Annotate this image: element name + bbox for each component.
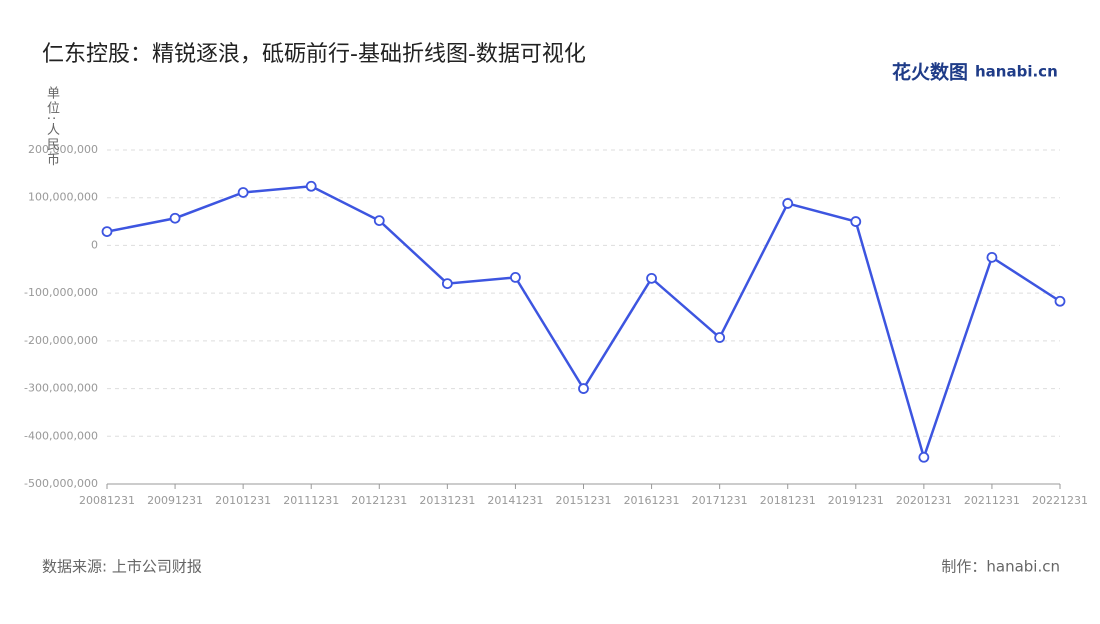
y-tick-label: -100,000,000 [24, 286, 98, 299]
source: 数据来源: 上市公司财报 [42, 558, 202, 576]
y-tick-label: 100,000,000 [28, 191, 98, 204]
point [986, 251, 998, 263]
point [850, 216, 862, 227]
point [714, 332, 726, 343]
line [106, 184, 1061, 462]
logo-sub: hanabi.cn [975, 63, 1058, 81]
point [1054, 295, 1066, 307]
point [237, 187, 249, 198]
point [578, 383, 589, 394]
point [782, 198, 794, 209]
logo: 花火数图 [892, 61, 968, 84]
chart-title: 仁东控股：精锐逐浪，砥砺前行-基础折线图-数据可视化 [42, 42, 586, 67]
point [646, 272, 657, 284]
point [441, 278, 453, 290]
x-tick-label: 20141231 [487, 494, 543, 507]
point [101, 226, 113, 237]
y-tick-label: -200,000,000 [24, 334, 98, 347]
x-tick-label: 20221231 [1032, 494, 1088, 507]
x-tick-label: 20081231 [79, 494, 135, 507]
point [373, 215, 385, 227]
x-tick-label: 20171231 [692, 494, 748, 507]
credit: 制作：hanabi.cn [941, 558, 1060, 576]
y-tick-label: 0 [91, 238, 98, 251]
x-tick-label: 20161231 [624, 494, 680, 507]
point [918, 451, 930, 463]
x-tick-label: 20111231 [283, 494, 339, 507]
point [169, 212, 181, 224]
x-tick-label: 20211231 [964, 494, 1020, 507]
y-axis-label: 单位:人民币 [44, 86, 59, 168]
x-tick-label: 20131231 [419, 494, 475, 507]
x-tick-label: 20091231 [147, 494, 203, 507]
x-tick-label: 20201231 [896, 494, 952, 507]
y-tick-label: -400,000,000 [24, 429, 98, 442]
point [510, 271, 521, 283]
point [305, 180, 317, 192]
x-tick-label: 20101231 [215, 494, 271, 507]
x-tick-label: 20181231 [760, 494, 816, 507]
x-tick-label: 20151231 [556, 494, 612, 507]
x-tick-label: 20121231 [351, 494, 407, 507]
x-tick-label: 20191231 [828, 494, 884, 507]
y-tick-label: -500,000,000 [24, 477, 98, 490]
y-tick-label: 200,000,000 [28, 143, 98, 156]
y-tick-label: -300,000,000 [24, 382, 98, 395]
